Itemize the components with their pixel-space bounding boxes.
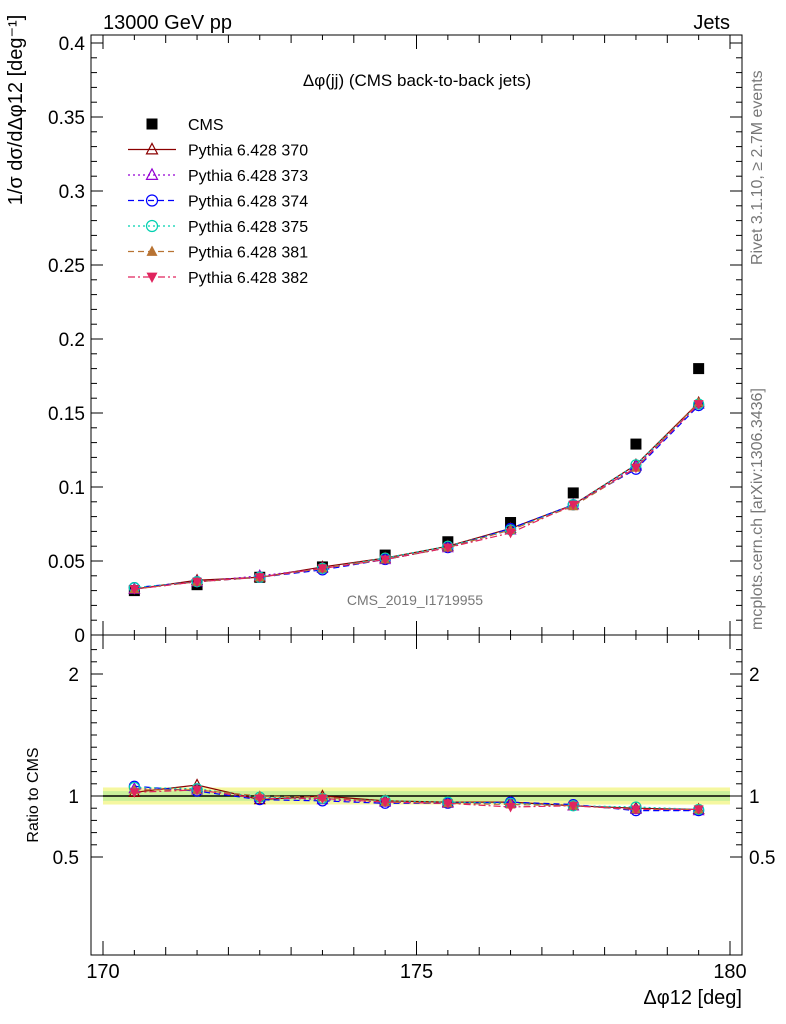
header-right: Jets [693,12,730,34]
main-series-line [134,403,700,590]
ratio-series-group [128,778,705,817]
main-series-group [128,363,705,597]
ratio-series-line [134,784,699,811]
mcplots-label: mcplots.cern.ch [arXiv:1306.3436] [749,388,766,630]
header-left: 13000 GeV pp [103,12,232,34]
main-series-line [134,402,700,590]
main-data-point [567,487,579,499]
main-series-line [134,402,700,590]
y-tick-label: 0.15 [48,404,85,425]
ratio-data-point [380,798,391,808]
x-tick-label: 180 [713,961,746,983]
y-tick-label: 0.35 [48,108,85,129]
ratio-data-point [317,794,328,804]
main-data-point [630,463,641,474]
legend-label: Pythia 6.428 374 [188,194,308,211]
y-tick-label: 0.2 [59,330,85,351]
ratio-y-tick-label: 0.5 [53,848,79,869]
legend-marker [145,194,159,207]
ratio-data-point [693,805,704,815]
main-series-line [134,403,700,590]
legend-label: CMS [188,117,224,134]
analysis-watermark: CMS_2019_I1719955 [347,592,483,608]
main-chart-title: Δφ(jj) (CMS back-to-back jets) [303,71,531,90]
ratio-data-point [630,805,641,815]
ratio-y-tick-label-right: 2 [749,665,760,686]
legend-label: Pythia 6.428 373 [188,168,308,185]
ratio-y-axis-label: Ratio to CMS [25,747,42,842]
main-data-point [129,585,140,595]
main-data-point [693,400,704,410]
ratio-y-tick-label: 2 [68,665,79,686]
main-data-point [568,500,579,511]
legend-marker [145,219,159,233]
ratio-data-point [129,788,140,798]
legend-label: Pythia 6.428 381 [188,245,308,262]
main-data-point [442,543,453,554]
ratio-y-tick-label-right: 1 [749,787,760,808]
legend-marker [145,142,159,155]
main-data-point [317,564,328,574]
ratio-series-line [134,789,699,811]
ratio-data-point [568,801,579,812]
y-tick-label: 0.05 [48,552,85,573]
main-data-point [192,577,203,588]
legend-marker [145,167,159,180]
main-series-line [134,403,700,589]
ratio-y-tick-label: 1 [68,787,79,808]
x-tick-label: 170 [86,961,119,983]
legend-label: Pythia 6.428 382 [188,270,308,287]
y-tick-label: 0.25 [48,256,85,277]
legend-marker [146,118,158,130]
legend-marker [146,245,158,256]
ratio-series-line [134,786,699,811]
legend: CMS Pythia 6.428 370 Pythia 6.428 373 Pythi… [128,117,308,287]
ratio-data-point [192,785,203,796]
legend-label: Pythia 6.428 370 [188,143,308,160]
x-tick-label: 175 [400,961,433,983]
x-axis-label: Δφ12 [deg] [643,987,742,1009]
legend-marker [146,272,158,284]
main-data-point [505,528,516,539]
y-tick-label: 0.1 [59,478,85,499]
main-data-point [380,555,391,566]
main-y-axis-label: 1/σ dσ/dΔφ12 [deg⁻¹] [5,15,27,206]
ratio-data-point [442,799,453,809]
ratio-data-point [254,794,265,804]
main-data-point [254,573,265,583]
y-tick-label: 0 [74,626,85,647]
axes-group: 0 0.05 0.1 0.15 0.2 0.25 0.3 0.35 0.4 170 175 180 0.… [48,34,775,983]
legend-label: Pythia 6.428 375 [188,219,308,236]
main-series-line [134,405,700,589]
ratio-data-point [505,802,516,813]
y-tick-label: 0.4 [59,34,86,55]
y-tick-label: 0.3 [59,182,85,203]
main-data-point [630,438,642,450]
rivet-label: Rivet 3.1.10, ≥ 2.7M events [749,70,766,265]
main-data-point [693,363,705,375]
ratio-y-tick-label-right: 0.5 [749,848,775,869]
